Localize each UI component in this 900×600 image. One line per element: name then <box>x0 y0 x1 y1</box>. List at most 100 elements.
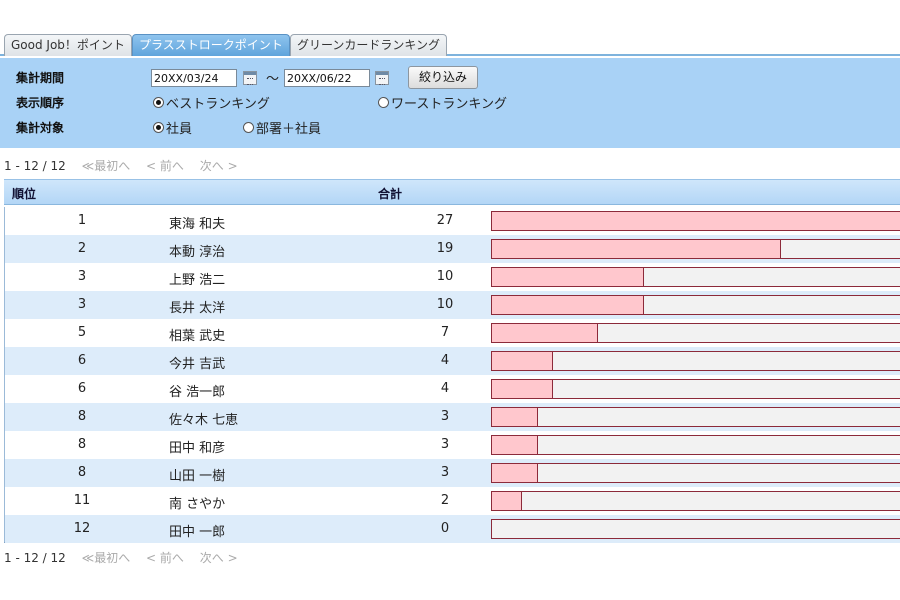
name-cell: 佐々木 七恵 <box>169 413 239 428</box>
name-cell: 本動 淳治 <box>169 245 226 260</box>
score-bar-track <box>491 379 900 399</box>
tab-green-card-ranking[interactable]: グリーンカードランキング <box>290 34 448 56</box>
score-bar-track <box>491 463 900 483</box>
total-cell: 10 <box>436 297 454 312</box>
table-row: 6 今井 吉武 4 <box>5 347 900 375</box>
pager-range: 1 - 12 / 12 <box>4 159 66 173</box>
radio-unchecked-icon <box>243 122 254 133</box>
table-row: 1 東海 和夫 27 <box>5 207 900 235</box>
target-dept-employee-label: 部署＋社員 <box>256 122 322 137</box>
score-bar-track <box>491 491 900 511</box>
score-bar-fill <box>492 408 538 426</box>
radio-checked-icon <box>153 97 164 108</box>
score-bar-track <box>491 239 900 259</box>
table-row: 2 本動 淳治 19 <box>5 235 900 263</box>
filter-panel: 集計期間 〜 絞り込み 表示順序 ベストランキング ワーストランキング 集計対象… <box>0 58 900 148</box>
score-bar-track <box>491 519 900 539</box>
pager-prev-link[interactable]: < 前へ <box>146 159 184 173</box>
total-cell: 3 <box>440 409 450 424</box>
score-bar-track <box>491 295 900 315</box>
score-bar-fill <box>492 352 553 370</box>
target-dept-employee-radio[interactable]: 部署＋社員 <box>243 118 321 137</box>
rank-cell: 5 <box>77 325 87 340</box>
score-bar-fill <box>492 296 644 314</box>
score-bar-track <box>491 267 900 287</box>
target-employee-label: 社員 <box>166 122 193 137</box>
tab-good-job-points[interactable]: Good Job！ポイント <box>4 34 132 56</box>
score-bar-track <box>491 323 900 343</box>
score-bar-fill <box>492 492 522 510</box>
date-to-input[interactable] <box>284 69 370 87</box>
total-cell: 10 <box>436 269 454 284</box>
total-cell: 3 <box>440 465 450 480</box>
name-cell: 田中 一郎 <box>169 525 226 540</box>
name-cell: 東海 和夫 <box>169 217 226 232</box>
tab-bar: Good Job！ポイント プラスストロークポイント グリーンカードランキング <box>0 31 900 56</box>
rank-cell: 1 <box>77 213 87 228</box>
total-cell: 4 <box>440 381 450 396</box>
range-tilde: 〜 <box>266 72 280 87</box>
name-cell: 山田 一樹 <box>169 469 226 484</box>
table-row: 11 南 さやか 2 <box>5 487 900 515</box>
pager-next-link[interactable]: 次へ > <box>199 159 238 173</box>
name-cell: 田中 和彦 <box>169 441 226 456</box>
table-row: 8 田中 和彦 3 <box>5 431 900 459</box>
radio-checked-icon <box>153 122 164 133</box>
rank-cell: 3 <box>77 269 87 284</box>
rank-cell: 8 <box>77 465 87 480</box>
rank-cell: 11 <box>73 493 91 508</box>
tab-plus-stroke-points[interactable]: プラスストロークポイント <box>132 34 290 56</box>
total-cell: 0 <box>440 521 450 536</box>
pager-prev-link[interactable]: < 前へ <box>146 551 184 565</box>
name-cell: 相葉 武史 <box>169 329 226 344</box>
pager-next-link[interactable]: 次へ > <box>199 551 238 565</box>
score-bar-track <box>491 351 900 371</box>
score-bar-fill <box>492 324 598 342</box>
table-row: 5 相葉 武史 7 <box>5 319 900 347</box>
header-total: 合計 <box>378 187 403 201</box>
rank-cell: 3 <box>77 297 87 312</box>
pager-range: 1 - 12 / 12 <box>4 551 66 565</box>
radio-unchecked-icon <box>378 97 389 108</box>
score-bar-track <box>491 211 900 231</box>
score-bar-track <box>491 407 900 427</box>
total-cell: 3 <box>440 437 450 452</box>
order-best-label: ベストランキング <box>166 97 270 112</box>
filter-submit-button[interactable]: 絞り込み <box>408 66 478 89</box>
score-bar-fill <box>492 464 538 482</box>
ranking-table-header: 順位 合計 <box>4 179 900 205</box>
pager-bottom: 1 - 12 / 12 ≪最初へ < 前へ 次へ > <box>4 549 238 566</box>
total-cell: 19 <box>436 241 454 256</box>
name-cell: 上野 浩二 <box>169 273 226 288</box>
order-worst-label: ワーストランキング <box>391 97 507 112</box>
name-cell: 谷 浩一郎 <box>169 385 226 400</box>
calendar-icon[interactable] <box>243 71 257 85</box>
calendar-icon[interactable] <box>375 71 389 85</box>
target-employee-radio[interactable]: 社員 <box>153 118 192 137</box>
table-row: 3 長井 太洋 10 <box>5 291 900 319</box>
order-best-radio[interactable]: ベストランキング <box>153 93 270 112</box>
score-bar-fill <box>492 436 538 454</box>
score-bar-track <box>491 435 900 455</box>
order-worst-radio[interactable]: ワーストランキング <box>378 93 507 112</box>
table-row: 8 佐々木 七恵 3 <box>5 403 900 431</box>
table-row: 12 田中 一郎 0 <box>5 515 900 543</box>
pager-top: 1 - 12 / 12 ≪最初へ < 前へ 次へ > <box>4 157 238 174</box>
date-from-input[interactable] <box>151 69 237 87</box>
rank-cell: 8 <box>77 437 87 452</box>
rank-cell: 12 <box>73 521 91 536</box>
rank-cell: 6 <box>77 381 87 396</box>
score-bar-fill <box>492 212 900 230</box>
name-cell: 今井 吉武 <box>169 357 226 372</box>
name-cell: 南 さやか <box>169 497 226 512</box>
target-label: 集計対象 <box>16 121 65 135</box>
total-cell: 27 <box>436 213 454 228</box>
header-rank: 順位 <box>12 187 37 201</box>
rank-cell: 2 <box>77 241 87 256</box>
rank-cell: 6 <box>77 353 87 368</box>
pager-first-link[interactable]: ≪最初へ <box>81 159 131 173</box>
total-cell: 4 <box>440 353 450 368</box>
score-bar-fill <box>492 240 781 258</box>
pager-first-link[interactable]: ≪最初へ <box>81 551 131 565</box>
total-cell: 7 <box>440 325 450 340</box>
